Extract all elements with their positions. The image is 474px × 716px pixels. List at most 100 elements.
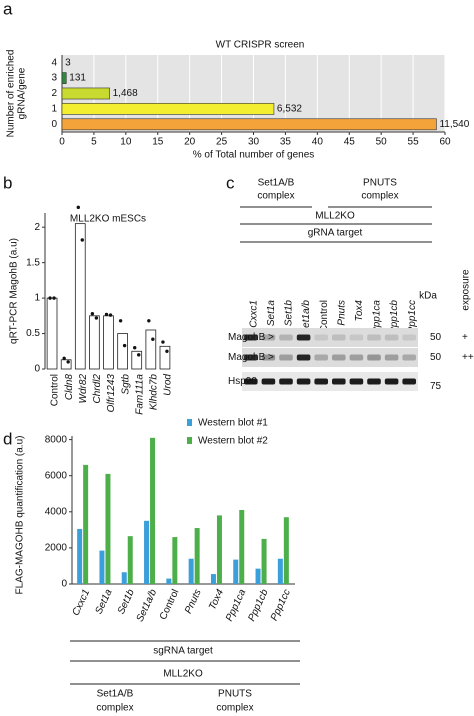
x-tick-label: 25 [216,137,228,148]
bar [74,223,86,370]
bar [277,558,283,584]
group-label: complex [216,703,253,714]
replicate-dot [94,316,99,320]
replicate-dot [52,296,56,300]
bar [283,517,289,584]
blot-band [332,334,346,341]
bar [103,315,114,370]
x-tick-label: Ppp1ca [224,587,248,623]
target-label: gRNA target [308,228,363,239]
x-tick-label: Olfr1243 [106,374,117,413]
group-label: PNUTS [218,689,252,700]
x-tick-label: Klhdc7b [148,374,159,411]
count-label: 1,468 [113,88,138,99]
replicate-dot [48,296,52,300]
blot-band [296,334,311,341]
legend-swatch [187,437,192,444]
y-tick-label: 3 [51,73,57,84]
x-tick-label: Set1a/b [135,587,160,623]
lane-label: Ppp1cc [407,300,418,333]
replicate-dot [161,340,165,344]
blot-band [261,334,276,341]
bar [60,359,72,370]
x-tick-label: Urod [163,374,174,396]
replicate-dot [118,319,123,323]
y-axis-label: FLAG-MAGOHB quantification (a.u) [15,436,26,595]
x-tick-label: Control [158,588,182,622]
replicate-dot [147,319,151,323]
lane-label: Ppp1cb [389,300,400,334]
blot-band [349,334,364,341]
bar [172,537,178,584]
y-tick-label: 2 [34,222,40,233]
x-tick-label: Sgtb [120,374,131,395]
bar [188,558,194,584]
replicate-dot [90,311,95,316]
row-label: MagohB > [228,352,274,363]
blot-band [332,354,346,361]
line-label: MLL2KO [315,211,355,222]
bar [255,568,261,584]
blot-band [384,378,399,385]
blot-band [261,378,276,385]
blot-band [349,378,364,385]
bar [166,578,172,584]
bar [210,574,216,584]
replicate-dot [151,337,155,341]
replicate-dot [137,353,141,357]
replicate-dot [122,343,127,348]
panel-label: b [3,173,12,192]
count-label: 6,532 [277,104,302,115]
group-label: complex [257,191,294,202]
y-tick-label: 4000 [45,506,68,517]
panel-label: c [226,173,235,192]
bar [61,87,110,100]
blot-band [296,354,311,361]
replicate-dot [104,312,109,317]
blot-band [279,354,293,361]
panel-label: d [3,429,12,448]
count-label: 3 [65,57,71,68]
kda-value: 75 [430,381,442,392]
bar [105,473,111,584]
blot-band [349,354,364,361]
blot-band [332,378,346,385]
blot-band [244,334,258,341]
group-label: complex [361,191,398,202]
bar [99,550,105,584]
group-label: Set1A/B [258,178,295,189]
y-axis-label: gRNA/gene [17,67,28,119]
x-tick-label: Control [50,374,61,406]
replicate-dot [165,349,169,353]
blot-band [279,378,293,385]
blot-band [367,378,381,385]
group-label: complex [96,703,133,714]
row-label: MagohB > [228,332,274,343]
x-tick-label: Ppp1cc [269,588,293,623]
bar [89,315,100,370]
exposure-value: ++ [462,352,474,363]
blot-band [314,334,328,341]
y-tick-label: 0 [51,119,57,130]
chart-title: WT CRISPR screen [216,40,305,51]
x-tick-label: 55 [408,137,420,148]
y-axis-label: qRT-PCR MagohB (a.u) [9,238,20,344]
x-tick-label: Ppp1cb [246,587,270,623]
x-tick-label: Pnuts [183,588,204,616]
lane-label: Set1a/b [301,300,312,335]
x-tick-label: Set1b [116,587,137,616]
row-label: Hsp90 [228,376,257,387]
replicate-dot [133,346,137,350]
x-tick-label: Chrdl2 [92,374,103,404]
bar [83,464,89,584]
blot-band [402,354,416,361]
lane-label: Ppp1ca [372,300,383,334]
exposure-label: exposure [461,269,472,311]
lane-label: Cxxc1 [248,300,259,328]
bar [61,103,275,115]
lane-label: Set1a [266,300,277,327]
x-tick-label: Cxxc1 [71,588,93,618]
bar [194,528,200,584]
chart-title: MLL2KO mESCs [70,214,146,225]
